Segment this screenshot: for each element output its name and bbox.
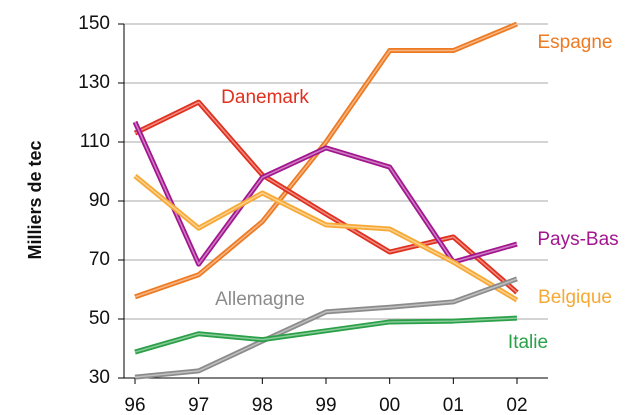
y-tick-label: 30 <box>89 367 110 388</box>
x-tick-label: 98 <box>252 395 273 415</box>
y-tick-label: 150 <box>78 13 110 34</box>
series-line-highlight <box>134 317 518 353</box>
series-line-highlight <box>134 101 518 294</box>
y-tick-label: 70 <box>89 249 110 270</box>
y-tick-label: 90 <box>89 190 110 211</box>
series-line-highlight <box>134 23 518 298</box>
y-tick-label: 130 <box>78 72 110 93</box>
y-tick-label: 110 <box>80 131 110 152</box>
series-label: Pays-Bas <box>537 229 618 250</box>
series-line-highlight <box>134 278 518 378</box>
series-line-highlight <box>134 175 518 301</box>
series-label: Allemagne <box>215 289 305 310</box>
series-line <box>134 21 518 300</box>
series-label: Belgique <box>538 287 612 308</box>
series-line <box>134 315 518 355</box>
series-line <box>133 99 519 295</box>
series-label: Danemark <box>221 87 309 108</box>
y-tick-label: 50 <box>89 308 110 329</box>
series-line <box>134 276 518 380</box>
x-tick-label: 97 <box>188 395 209 415</box>
y-axis-label: Milliers de tec <box>25 140 45 259</box>
series-label: Espagne <box>537 32 612 53</box>
x-tick-label: 01 <box>443 395 464 415</box>
x-tick-label: 00 <box>379 395 400 415</box>
series-line <box>133 173 519 303</box>
x-tick-label: 02 <box>506 395 527 415</box>
x-tick-label: 99 <box>315 395 336 415</box>
series-label: Italie <box>508 332 548 353</box>
x-tick-label: 96 <box>124 395 145 415</box>
